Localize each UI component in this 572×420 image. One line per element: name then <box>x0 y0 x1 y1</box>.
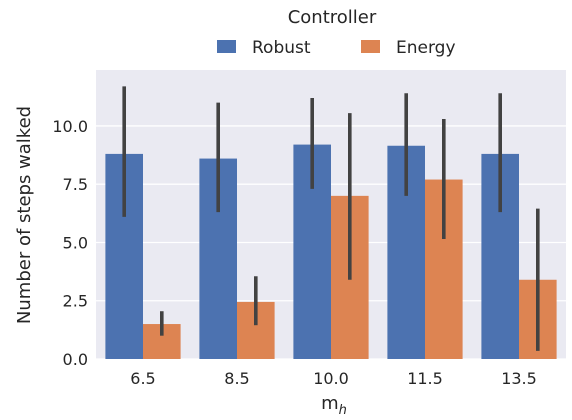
legend-swatch-energy <box>361 40 380 53</box>
x-tick-label: 13.5 <box>501 369 537 388</box>
y-tick-labels: 0.0 2.5 5.0 7.5 10.0 <box>52 117 88 369</box>
legend: Controller Robust Energy <box>217 7 456 58</box>
x-tick-labels: 6.5 8.5 10.0 11.5 13.5 <box>130 369 537 388</box>
x-axis-label-subscript: h <box>339 403 347 418</box>
legend-title: Controller <box>288 7 377 28</box>
y-axis-label: Number of steps walked <box>14 106 35 324</box>
error-bars <box>122 86 540 351</box>
y-tick-label: 0.0 <box>63 350 88 369</box>
y-tick-label: 2.5 <box>63 292 88 311</box>
x-axis-label-main: m <box>321 393 339 414</box>
x-tick-label: 11.5 <box>407 369 443 388</box>
legend-swatch-robust <box>217 40 236 53</box>
y-tick-label: 5.0 <box>63 233 88 252</box>
y-tick-label: 7.5 <box>63 175 88 194</box>
legend-label-robust: Robust <box>252 38 311 58</box>
legend-label-energy: Energy <box>396 38 456 58</box>
x-tick-label: 8.5 <box>224 369 249 388</box>
y-tick-label: 10.0 <box>52 117 88 136</box>
x-tick-label: 6.5 <box>130 369 155 388</box>
x-tick-label: 10.0 <box>313 369 349 388</box>
x-axis-label: mh <box>321 393 347 418</box>
